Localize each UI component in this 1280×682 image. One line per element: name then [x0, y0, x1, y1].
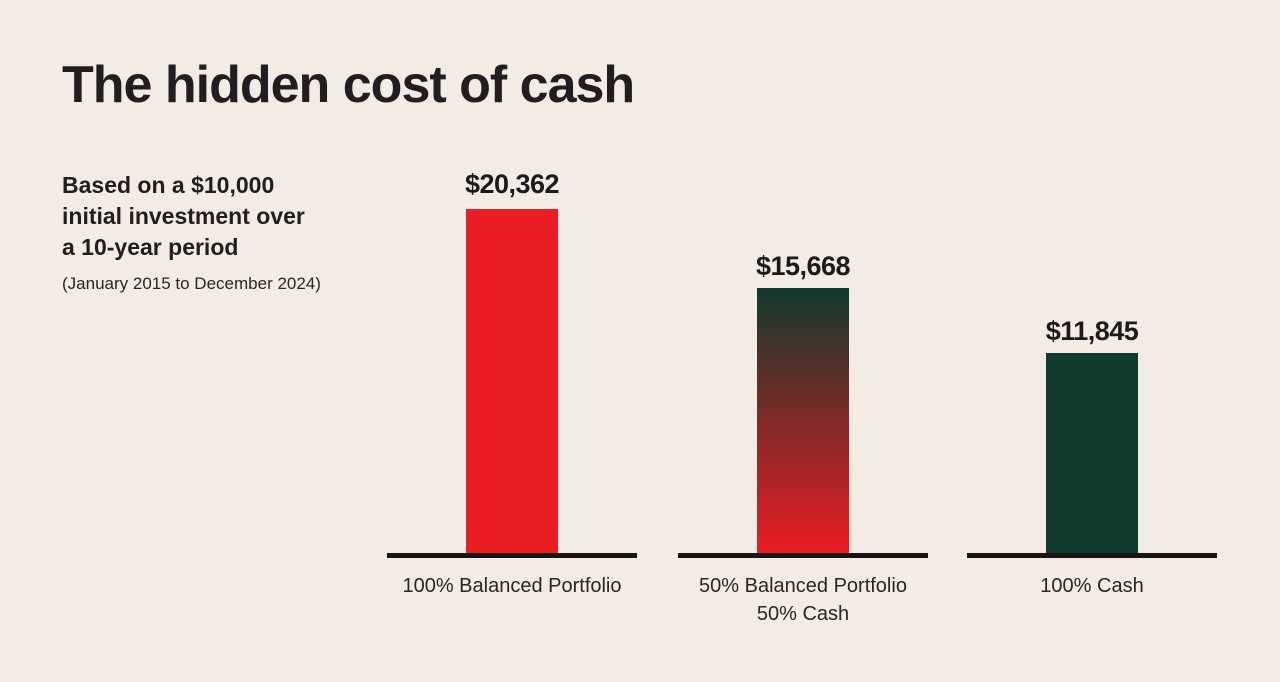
chart-subtitle: Based on a $10,000 initial investment ov…: [62, 170, 305, 263]
bar-balanced-portfolio: [466, 209, 558, 553]
date-range-caption: (January 2015 to December 2024): [62, 274, 321, 293]
category-label-line: 100% Balanced Portfolio: [402, 575, 622, 597]
category-label-line: 100% Cash: [1040, 575, 1144, 597]
axis-baseline: [678, 553, 928, 558]
category-label-line: 50% Balanced Portfolio: [699, 575, 907, 597]
axis-baseline: [967, 553, 1217, 558]
bar-cash: [1046, 353, 1138, 553]
category-label: 100% Cash: [947, 572, 1237, 600]
subtitle-line: Based on a $10,000: [62, 172, 275, 198]
category-label: 100% Balanced Portfolio: [367, 572, 657, 600]
subtitle-line: initial investment over: [62, 203, 305, 229]
bar-half-balanced-half-cash: [757, 288, 849, 553]
value-label: $20,362: [464, 169, 560, 199]
subtitle-line: a 10-year period: [62, 234, 239, 260]
category-label: 50% Balanced Portfolio 50% Cash: [658, 572, 948, 628]
category-label-line: 50% Cash: [756, 603, 850, 625]
value-label: $11,845: [1045, 316, 1139, 346]
page-title: The hidden cost of cash: [62, 56, 635, 114]
axis-baseline: [387, 553, 637, 558]
value-label: $15,668: [755, 251, 851, 281]
